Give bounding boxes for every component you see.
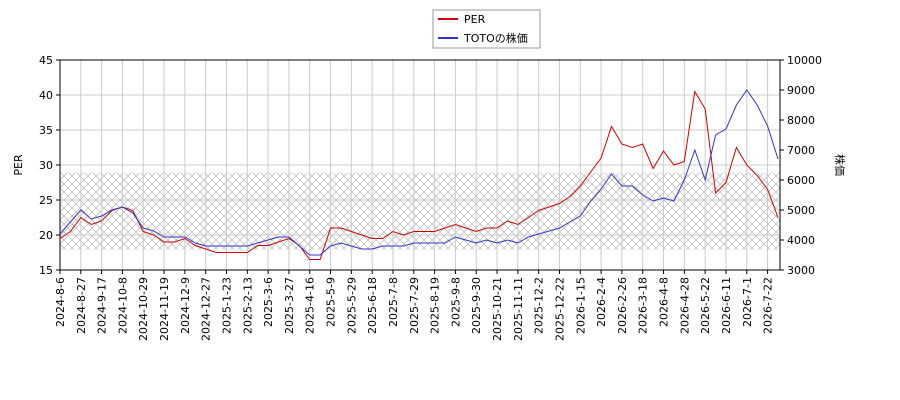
x-tick-label: 2026-5-22 [699,277,712,334]
y2-tick-label: 5000 [787,204,815,217]
y-tick-label: 25 [39,194,53,207]
y-tick-label: 35 [39,124,53,137]
y2-tick-label: 6000 [787,174,815,187]
x-tick-label: 2026-6-11 [720,277,733,334]
x-tick-label: 2024-8-27 [75,277,88,334]
x-tick-label: 2026-4-28 [678,277,691,334]
x-tick-label: 2025-2-13 [241,277,254,334]
x-tick-label: 2024-10-8 [116,277,129,334]
x-tick-label: 2024-10-29 [137,277,150,341]
x-tick-label: 2025-7-8 [387,277,400,327]
x-tick-label: 2025-4-16 [304,277,317,334]
y-tick-label: 45 [39,54,53,67]
x-tick-label: 2025-10-21 [491,277,504,341]
y2-tick-label: 10000 [787,54,822,67]
y2-tick-label: 7000 [787,144,815,157]
x-tick-label: 2025-12-22 [553,277,566,341]
x-tick-label: 2025-12-2 [533,277,546,334]
x-tick-label: 2024-12-27 [200,277,213,341]
x-tick-label: 2026-7-1 [741,277,754,327]
x-tick-label: 2025-11-11 [512,277,525,341]
x-tick-label: 2025-8-19 [429,277,442,334]
x-tick-label: 2025-9-30 [470,277,483,334]
y-tick-label: 20 [39,229,53,242]
y2-tick-label: 8000 [787,114,815,127]
series-line [59,90,779,260]
x-tick-label: 2026-7-22 [762,277,775,334]
x-tick-label: 2026-3-18 [637,277,650,334]
x-tick-label: 2025-7-29 [408,277,421,334]
y2-tick-label: 3000 [787,264,815,277]
legend-label: PER [464,13,486,26]
x-tick-label: 2026-2-4 [595,277,608,327]
legend-box [432,9,541,49]
x-tick-label: 2025-5-29 [345,277,358,334]
y-tick-label: 15 [39,264,53,277]
y2-tick-label: 4000 [787,234,815,247]
y2-tick-label: 9000 [787,84,815,97]
y-axis-label: PER [12,154,25,176]
x-tick-label: 2024-9-17 [96,277,109,334]
series-line [59,89,779,256]
x-tick-label: 2026-1-15 [574,277,587,334]
x-tick-label: 2026-4-8 [658,277,671,327]
x-tick-label: 2025-5-9 [325,277,338,327]
x-tick-label: 2025-3-27 [283,277,296,334]
y-tick-label: 40 [39,89,53,102]
band [60,172,780,250]
x-tick-label: 2024-12-9 [179,277,192,334]
y2-axis-label: 株価 [833,154,847,176]
legend-label: TOTOの株価 [463,31,528,45]
x-tick-label: 2026-2-26 [616,277,629,334]
x-tick-label: 2024-11-19 [158,277,171,341]
x-tick-label: 2025-9-8 [449,277,462,327]
x-tick-label: 2025-6-18 [366,277,379,334]
x-tick-label: 2024-8-6 [54,277,67,327]
y-tick-label: 30 [39,159,53,172]
plot-layer [59,59,780,271]
x-tick-label: 2025-1-23 [220,277,233,334]
x-tick-label: 2025-3-6 [262,277,275,327]
